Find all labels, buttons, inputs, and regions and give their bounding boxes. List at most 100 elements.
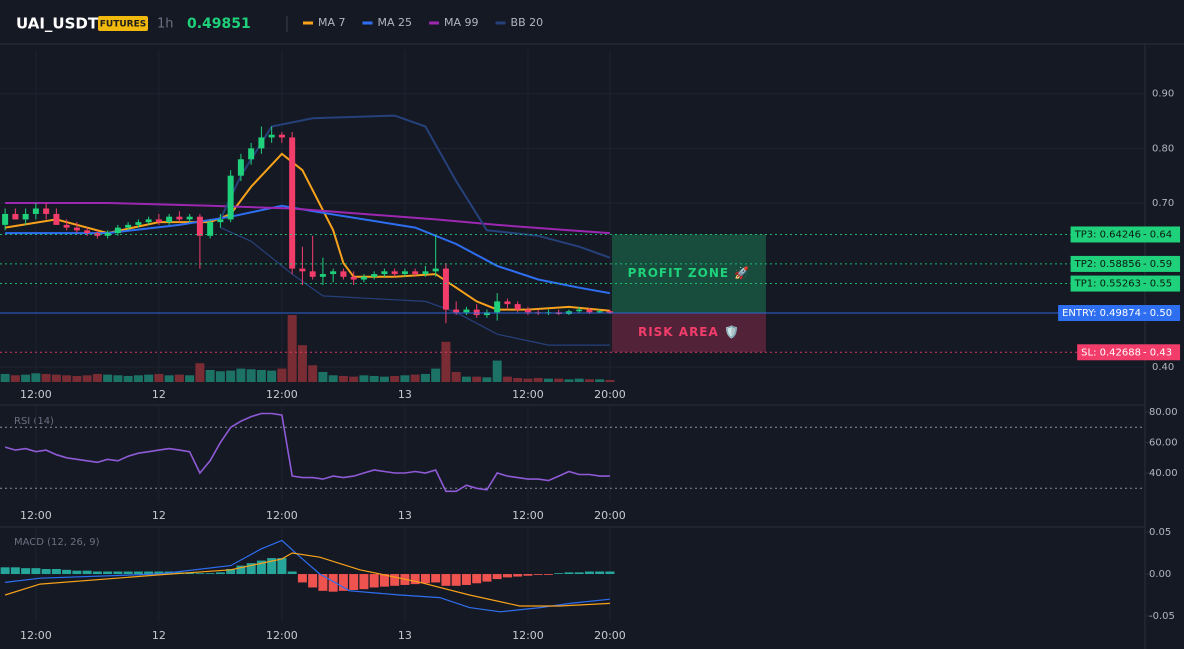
volume-bar: [369, 375, 379, 382]
candle-body: [12, 213, 19, 220]
macd-histogram-bar: [379, 574, 389, 587]
macd-histogram-bar: [113, 571, 123, 575]
candle-body: [504, 301, 511, 305]
volume-bar: [133, 375, 143, 382]
volume-bar: [92, 373, 102, 382]
x-tick-label: 12:00: [20, 388, 52, 401]
volume-bar: [431, 368, 441, 382]
candle-body: [596, 311, 603, 313]
macd-histogram-bar: [359, 574, 369, 590]
volume-bar: [226, 370, 236, 382]
candle-body: [412, 271, 419, 275]
macd-histogram-bar: [349, 574, 359, 590]
macd-histogram-bar: [410, 574, 420, 585]
macd-histogram-bar: [328, 574, 338, 592]
candle-body: [43, 208, 50, 214]
volume-bar: [10, 375, 20, 382]
volume-bar: [318, 371, 328, 382]
candle-body: [330, 271, 337, 275]
volume-bar: [195, 363, 205, 382]
macd-histogram-bar: [215, 572, 225, 575]
x-tick-label: 12:00: [512, 509, 544, 522]
x-tick-label: 12:00: [512, 388, 544, 401]
candle-body: [401, 271, 408, 275]
macd-histogram-bar: [103, 571, 113, 575]
macd-histogram-bar: [564, 572, 574, 575]
volume-bar: [256, 369, 266, 382]
x-tick-label: 12:00: [20, 629, 52, 642]
macd-histogram-bar: [431, 574, 441, 583]
candle-body: [514, 304, 521, 310]
macd-histogram-bar: [62, 569, 72, 575]
candle-body: [145, 219, 152, 223]
volume-bar: [472, 376, 482, 382]
level-tag: TP1: 0.55263: [1074, 279, 1141, 290]
macd-line: [4, 552, 610, 607]
volume-bar: [267, 370, 277, 382]
level-axis-label: - 0.64: [1143, 229, 1172, 240]
macd-histogram-bar: [10, 567, 20, 575]
macd-histogram-bar: [472, 574, 482, 584]
candle-body: [104, 233, 111, 236]
volume-bar: [51, 374, 61, 382]
ma-line: [5, 204, 611, 295]
volume-bar: [174, 374, 184, 382]
x-tick-label: 12: [152, 629, 166, 642]
macd-histogram-bar: [420, 574, 430, 584]
x-tick-label: 12:00: [266, 388, 298, 401]
rsi-title: RSI (14): [14, 416, 54, 427]
macd-line: [5, 539, 610, 613]
macd-histogram-bar: [51, 568, 61, 575]
volume-bar: [451, 371, 461, 382]
zone-label: PROFIT ZONE 🚀: [628, 266, 751, 280]
candle-body: [73, 227, 80, 231]
candle-body: [94, 233, 101, 236]
volume-bar: [595, 379, 605, 382]
level-tag-bg: [1070, 275, 1181, 292]
macd-histogram-bar: [502, 574, 512, 578]
level-axis-label: - 0.50: [1143, 308, 1172, 319]
macd-histogram-bar: [369, 574, 379, 588]
x-tick-label: 12:00: [266, 629, 298, 642]
candle-body: [381, 271, 388, 275]
macd-histogram-bar: [226, 568, 236, 575]
volume-bar: [246, 369, 256, 382]
macd-histogram-bar: [195, 573, 205, 575]
macd-histogram-bar: [72, 570, 82, 575]
candle-body: [422, 271, 429, 275]
volume-bar: [605, 379, 615, 382]
volume-bar: [400, 375, 410, 382]
x-tick-label: 12: [152, 509, 166, 522]
candle-body: [114, 227, 121, 234]
volume-bar: [482, 377, 492, 382]
macd-histogram-bar: [267, 558, 277, 575]
bb-lower-line: [220, 227, 610, 346]
level-tag-bg: [1077, 344, 1181, 361]
candle-body: [207, 222, 214, 236]
x-tick-label: 13: [398, 388, 412, 401]
candle-body: [166, 216, 173, 223]
level-tag: TP2: 0.58856: [1074, 259, 1141, 270]
zone-label: RISK AREA 🛡️: [638, 325, 740, 339]
volume-bar: [308, 365, 318, 382]
candle-body: [217, 219, 224, 223]
macd-histogram-bar: [82, 570, 92, 575]
volume-bar: [154, 373, 164, 382]
macd-title: MACD (12, 26, 9): [14, 537, 100, 548]
macd-histogram-bar: [256, 560, 266, 575]
y-tick-label: 0.40: [1152, 362, 1174, 373]
level-tag-bg: [1070, 226, 1181, 243]
candle-body: [196, 216, 203, 236]
candle-body: [309, 271, 316, 277]
macd-histogram-bar: [554, 573, 564, 575]
volume-bar: [0, 373, 10, 382]
y-tick-label: -0.05: [1149, 611, 1175, 622]
volume-bar: [410, 374, 420, 382]
candle-body: [340, 271, 347, 277]
macd-histogram-bar: [0, 567, 10, 575]
candle-body: [606, 311, 613, 314]
candle-body: [53, 213, 60, 225]
volume-bar: [441, 341, 451, 382]
legend-label: MA 25: [378, 16, 413, 29]
